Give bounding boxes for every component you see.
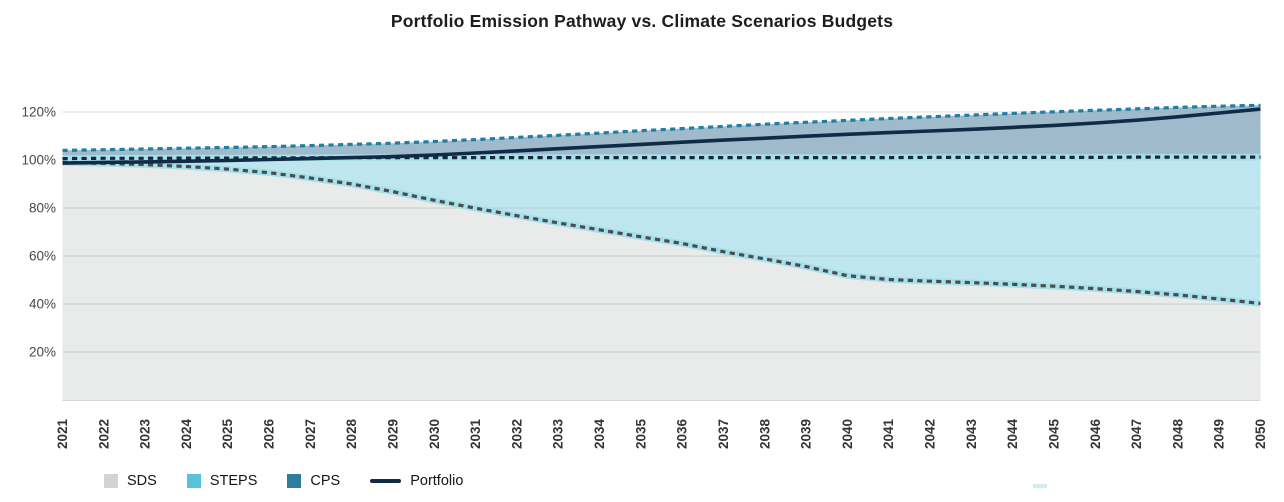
legend-swatch-cps <box>287 474 302 488</box>
plot-area <box>62 103 1261 401</box>
svg-text:2033: 2033 <box>551 418 566 449</box>
x-tick-label: 2026 <box>262 418 277 449</box>
x-tick-label: 2022 <box>96 419 111 449</box>
legend-item-cps: CPS <box>287 473 340 489</box>
svg-text:2024: 2024 <box>179 418 194 449</box>
svg-text:2021: 2021 <box>55 418 70 449</box>
svg-text:2023: 2023 <box>138 418 153 449</box>
x-tick-label: 2037 <box>716 419 731 449</box>
x-tick-label: 2041 <box>881 418 896 449</box>
chart-title: Portfolio Emission Pathway vs. Climate S… <box>390 11 894 31</box>
x-tick-label: 2024 <box>179 418 194 449</box>
svg-text:2027: 2027 <box>303 419 318 449</box>
svg-text:2048: 2048 <box>1170 418 1185 449</box>
legend-swatch-steps <box>186 474 201 488</box>
legend-label: CPS <box>310 473 341 489</box>
svg-text:2036: 2036 <box>675 418 690 449</box>
boundary-steps <box>62 155 1261 161</box>
x-tick-label: 2031 <box>468 418 483 449</box>
svg-text:2029: 2029 <box>385 419 400 449</box>
portfolio-line <box>62 107 1261 165</box>
legend-label: Portfolio <box>410 473 464 489</box>
x-tick-label: 2034 <box>592 418 607 449</box>
y-tick-label: 20% <box>29 345 56 360</box>
y-tick-label: 100% <box>21 153 56 168</box>
y-tick-label: 80% <box>29 201 56 216</box>
legend-item-sds: SDS <box>104 473 157 489</box>
x-tick-label: 2023 <box>138 418 153 449</box>
area-sds <box>62 162 1261 401</box>
legend-label: SDS <box>127 473 157 489</box>
svg-text:2030: 2030 <box>427 419 442 449</box>
svg-text:2049: 2049 <box>1212 419 1227 449</box>
stray-mark <box>1033 484 1047 488</box>
legend-swatch-portfolio <box>370 479 402 483</box>
x-tick-label: 2047 <box>1129 419 1144 449</box>
x-tick-label: 2043 <box>964 418 979 449</box>
svg-text:2039: 2039 <box>799 419 814 449</box>
legend-label: STEPS <box>209 473 258 489</box>
x-tick-label: 2038 <box>757 418 772 449</box>
legend-item-portfolio: Portfolio <box>370 473 463 489</box>
svg-text:2046: 2046 <box>1088 418 1103 449</box>
x-tick-label: 2027 <box>303 419 318 449</box>
svg-text:2025: 2025 <box>220 418 235 449</box>
legend-swatch-sds <box>104 474 118 488</box>
y-tick-label: 60% <box>29 249 56 264</box>
x-tick-label: 2032 <box>509 419 524 449</box>
svg-text:2032: 2032 <box>509 419 524 449</box>
x-tick-label: 2036 <box>675 418 690 449</box>
x-tick-label: 2044 <box>1005 418 1020 449</box>
x-tick-label: 2046 <box>1088 418 1103 449</box>
x-tick-label: 2028 <box>344 418 359 449</box>
svg-text:2034: 2034 <box>592 418 607 449</box>
svg-text:2022: 2022 <box>96 419 111 449</box>
svg-text:2028: 2028 <box>344 418 359 449</box>
x-tick-label: 2050 <box>1253 419 1268 449</box>
svg-text:2043: 2043 <box>964 418 979 449</box>
x-tick-label: 2029 <box>385 419 400 449</box>
x-tick-label: 2033 <box>551 418 566 449</box>
svg-text:2044: 2044 <box>1005 418 1020 449</box>
boundary-cps <box>62 103 1261 152</box>
x-tick-label: 2040 <box>840 419 855 449</box>
y-tick-label: 40% <box>29 297 56 312</box>
x-tick-label: 2048 <box>1170 418 1185 449</box>
svg-text:2041: 2041 <box>881 418 896 449</box>
x-tick-label: 2049 <box>1212 419 1227 449</box>
svg-text:2031: 2031 <box>468 418 483 449</box>
x-tick-label: 2021 <box>55 418 70 449</box>
svg-text:2035: 2035 <box>633 418 648 449</box>
svg-text:2050: 2050 <box>1253 419 1268 449</box>
x-tick-label: 2045 <box>1046 418 1061 449</box>
x-tick-label: 2042 <box>923 419 938 449</box>
svg-text:2042: 2042 <box>923 419 938 449</box>
svg-text:2040: 2040 <box>840 419 855 449</box>
svg-text:2026: 2026 <box>262 418 277 449</box>
y-tick-label: 120% <box>21 105 56 120</box>
svg-text:2038: 2038 <box>757 418 772 449</box>
x-tick-label: 2025 <box>220 418 235 449</box>
x-tick-label: 2035 <box>633 418 648 449</box>
legend-item-steps: STEPS <box>186 473 258 489</box>
svg-text:2045: 2045 <box>1046 418 1061 449</box>
x-tick-label: 2030 <box>427 419 442 449</box>
legend: SDS STEPS CPS Portfolio <box>104 473 463 489</box>
svg-text:2037: 2037 <box>716 419 731 449</box>
svg-text:2047: 2047 <box>1129 419 1144 449</box>
boundary-sds <box>62 160 1261 306</box>
x-tick-label: 2039 <box>799 419 814 449</box>
